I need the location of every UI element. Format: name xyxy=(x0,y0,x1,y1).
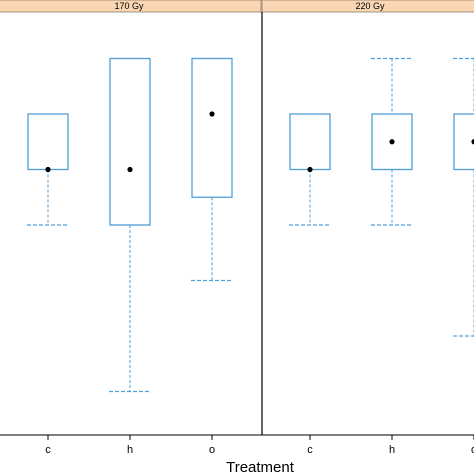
median-dot-220gy-o xyxy=(471,139,474,145)
median-dot-170gy-h xyxy=(127,166,133,173)
x-tick-label-170gy-c: c xyxy=(45,444,51,456)
median-dot-220gy-h xyxy=(389,139,395,145)
x-tick-label-220gy-h: h xyxy=(389,444,395,456)
median-dot-220gy-c xyxy=(307,166,313,173)
box-group-220gy-c xyxy=(289,113,331,226)
box-group-220gy-o xyxy=(453,57,474,337)
strip-170gy-label: 170 Gy xyxy=(114,1,144,11)
box-220gy-h xyxy=(371,113,413,171)
panel-frames xyxy=(0,12,474,436)
strip-170gy-background xyxy=(0,0,262,13)
x-tick-label-220gy-o: o xyxy=(471,444,474,456)
strip-220gy-background xyxy=(261,0,474,13)
box-170gy-c xyxy=(27,113,69,171)
x-axis-ticks: chocho xyxy=(45,435,474,456)
box-group-170gy-c xyxy=(27,113,69,226)
box-220gy-c xyxy=(289,113,331,171)
box-marks xyxy=(27,57,474,393)
strip-headers: 170 Gy 220 Gy xyxy=(0,0,474,13)
x-axis-title: Treatment xyxy=(226,459,295,474)
strip-220gy-label: 220 Gy xyxy=(355,1,385,11)
median-dot-170gy-o xyxy=(209,111,215,117)
x-tick-label-220gy-c: c xyxy=(307,444,313,456)
box-220gy-o xyxy=(453,113,474,171)
x-tick-label-170gy-h: h xyxy=(127,444,133,456)
box-group-220gy-h xyxy=(371,57,413,226)
x-tick-label-170gy-o: o xyxy=(209,444,215,456)
median-dot-170gy-c xyxy=(45,166,51,173)
box-group-170gy-h xyxy=(109,57,151,393)
box-group-170gy-o xyxy=(191,57,233,282)
box-170gy-h xyxy=(109,57,151,226)
box-170gy-o xyxy=(191,57,233,198)
